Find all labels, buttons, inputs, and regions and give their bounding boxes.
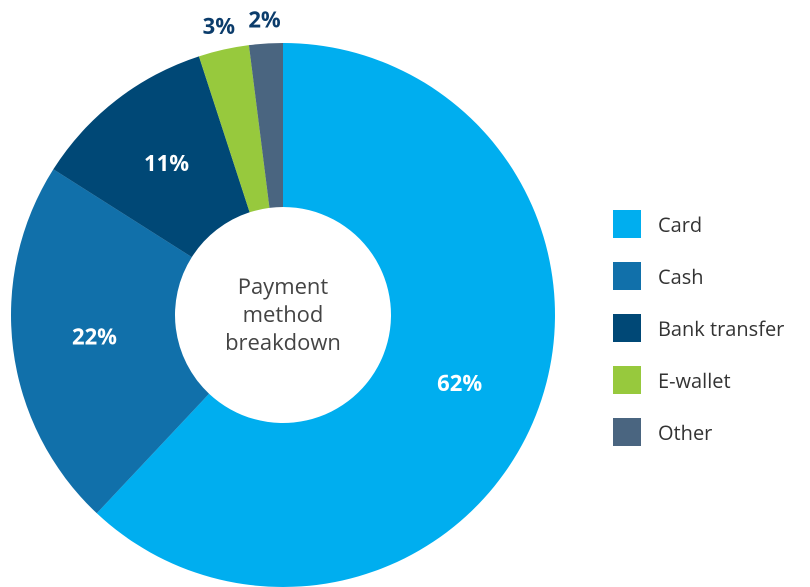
data-label: 3% [203, 11, 236, 41]
data-label: 11% [144, 148, 189, 178]
donut-slice [248, 43, 283, 208]
legend-item: Card [613, 198, 784, 250]
chart-title: Payment method breakdown [225, 271, 341, 357]
legend: Card Cash Bank transfer E-wallet Other [613, 198, 784, 458]
legend-label: Bank transfer [658, 314, 785, 342]
legend-item: Other [613, 406, 784, 458]
donut-slice [10, 169, 210, 514]
legend-swatch [613, 262, 641, 290]
legend-item: E-wallet [613, 354, 784, 406]
legend-swatch [613, 314, 641, 342]
data-label: 2% [248, 4, 281, 34]
legend-label: E-wallet [658, 366, 731, 394]
legend-swatch [613, 210, 641, 238]
donut-slice [96, 43, 555, 587]
legend-item: Bank transfer [613, 302, 784, 354]
legend-label: Other [658, 418, 713, 446]
legend-swatch [613, 418, 641, 446]
legend-label: Card [658, 210, 703, 238]
data-label: 22% [72, 322, 117, 352]
donut-slice [198, 45, 270, 213]
donut-slice [53, 56, 250, 258]
legend-label: Cash [658, 262, 704, 290]
legend-item: Cash [613, 250, 784, 302]
legend-swatch [613, 366, 641, 394]
data-label: 62% [437, 368, 482, 398]
